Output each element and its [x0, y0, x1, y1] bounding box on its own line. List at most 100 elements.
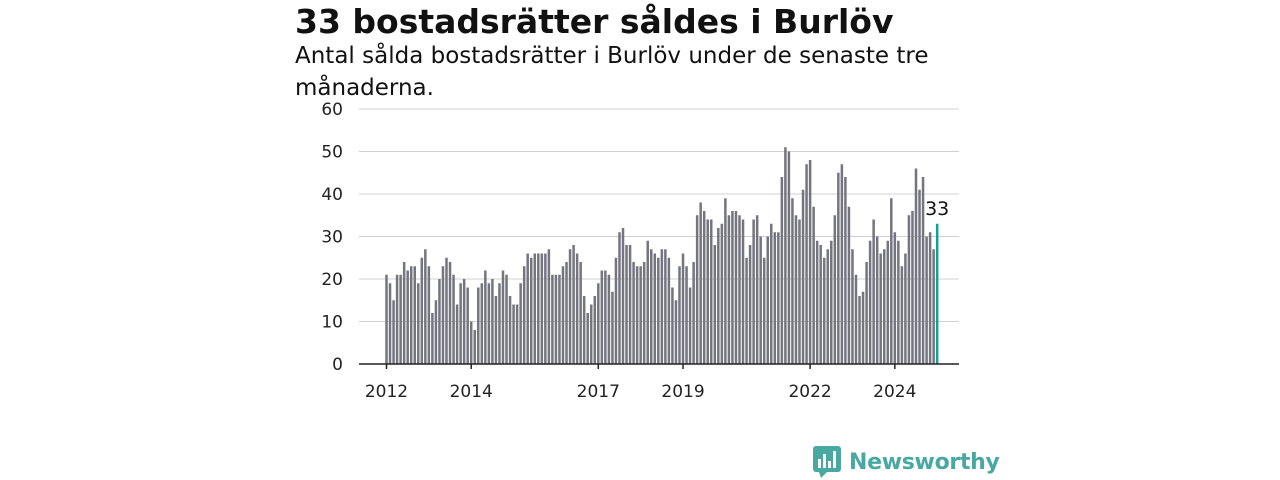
bar: [738, 215, 741, 364]
bar: [402, 262, 406, 364]
bar: [664, 249, 667, 364]
bar: [438, 279, 441, 364]
newsworthy-logo: Newsworthy: [813, 446, 1000, 478]
bar: [840, 164, 844, 364]
bar: [678, 266, 681, 364]
bar: [724, 198, 727, 364]
bar: [731, 211, 734, 364]
bar: [702, 211, 706, 364]
bar: [897, 240, 900, 364]
x-tick-label: 2024: [873, 382, 916, 402]
bar: [812, 206, 815, 364]
bar: [611, 291, 614, 364]
bar: [417, 283, 420, 364]
bar: [399, 274, 402, 364]
bar: [409, 266, 413, 364]
bar: [766, 236, 769, 364]
bar: [526, 253, 529, 364]
bar: [727, 215, 731, 364]
bar: [635, 266, 639, 364]
bar: [642, 262, 646, 364]
y-tick-label: 10: [321, 313, 343, 333]
bar: [597, 283, 600, 364]
bar: [593, 296, 597, 364]
bar: [868, 240, 872, 364]
bar: [791, 198, 794, 364]
bar: [826, 249, 829, 364]
bar: [491, 279, 494, 364]
bar: [671, 287, 674, 364]
bar: [713, 245, 717, 364]
bar: [886, 240, 890, 364]
bar: [911, 211, 914, 364]
bar: [784, 147, 787, 364]
bar: [685, 266, 688, 364]
bar: [554, 274, 558, 364]
bar: [614, 257, 618, 364]
bar: [498, 283, 501, 364]
bar: [837, 172, 840, 364]
bar: [515, 304, 519, 364]
bar: [854, 274, 858, 364]
bar: [872, 219, 875, 364]
bar: [621, 228, 625, 364]
bar: [632, 262, 635, 364]
bar: [794, 215, 798, 364]
bar: [568, 249, 572, 364]
last-value-label: 33: [925, 198, 949, 220]
bar: [625, 245, 628, 364]
bar: [819, 245, 822, 364]
bar: [745, 257, 748, 364]
bar: [469, 321, 473, 364]
bar: [650, 249, 653, 364]
newsworthy-chart-icon: [813, 446, 841, 478]
bar: [505, 274, 508, 364]
bar: [529, 257, 533, 364]
bar: [660, 249, 664, 364]
bar: [582, 296, 586, 364]
bar: [501, 270, 505, 364]
x-tick-label: 2012: [365, 382, 408, 402]
bar: [692, 262, 695, 364]
bar: [628, 245, 632, 364]
y-tick-label: 50: [321, 143, 343, 163]
bar: [741, 219, 745, 364]
bar: [455, 304, 459, 364]
bar: [681, 253, 685, 364]
bar: [904, 253, 907, 364]
bar: [544, 253, 547, 364]
x-tick-label: 2019: [661, 382, 704, 402]
bar: [847, 206, 851, 364]
bar: [808, 160, 812, 364]
brand-name: Newsworthy: [849, 449, 1000, 475]
y-tick-label: 60: [321, 100, 343, 120]
bar: [473, 330, 476, 364]
bar: [462, 279, 466, 364]
bar: [674, 300, 678, 364]
bar: [424, 249, 427, 364]
bar: [907, 215, 911, 364]
bar: [777, 232, 780, 364]
bar: [392, 300, 395, 364]
bar: [805, 164, 808, 364]
bar: [484, 270, 487, 364]
bar: [759, 236, 762, 364]
bar: [445, 257, 448, 364]
bar: [487, 283, 491, 364]
bar: [822, 257, 826, 364]
bar: [618, 232, 621, 364]
bar: [717, 228, 720, 364]
bar: [579, 262, 582, 364]
bar: [657, 257, 660, 364]
bar: [420, 257, 424, 364]
bar: [533, 253, 537, 364]
chart-title: 33 bostadsrätter såldes i Burlöv: [295, 2, 894, 41]
bar: [925, 236, 928, 364]
bar: [932, 249, 935, 364]
bar: [695, 215, 699, 364]
bar: [815, 240, 819, 364]
bar: [720, 223, 724, 364]
bar: [434, 300, 438, 364]
bar: [830, 240, 833, 364]
bar-highlight: [935, 223, 939, 364]
